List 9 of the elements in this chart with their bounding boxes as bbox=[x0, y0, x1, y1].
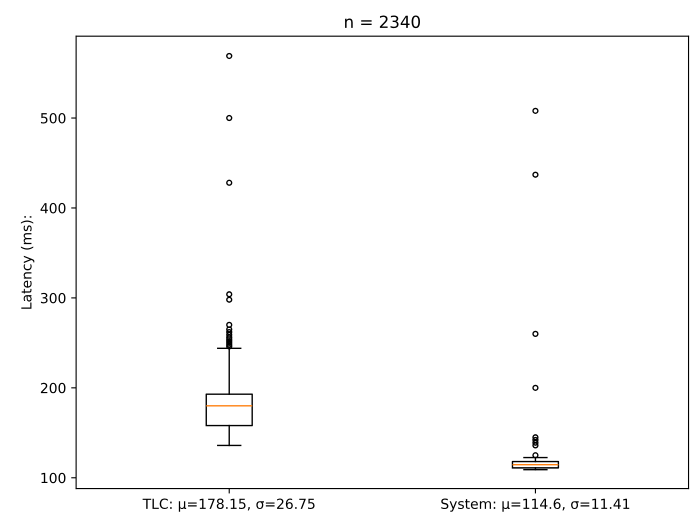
y-tick-label: 500 bbox=[40, 113, 66, 124]
y-axis-title: Latency (ms): bbox=[20, 216, 34, 309]
y-tick-label: 100 bbox=[41, 472, 66, 484]
x-tick-label: TLC: μ=178.15, σ=26.75 bbox=[142, 498, 315, 512]
chart-title: n = 2340 bbox=[345, 15, 420, 28]
y-tick-label: 200 bbox=[40, 382, 66, 394]
y-tick-label: 300 bbox=[40, 292, 66, 304]
x-tick-label: System: μ=114.6, σ=11.41 bbox=[441, 498, 630, 512]
y-tick-label: 400 bbox=[40, 202, 66, 214]
